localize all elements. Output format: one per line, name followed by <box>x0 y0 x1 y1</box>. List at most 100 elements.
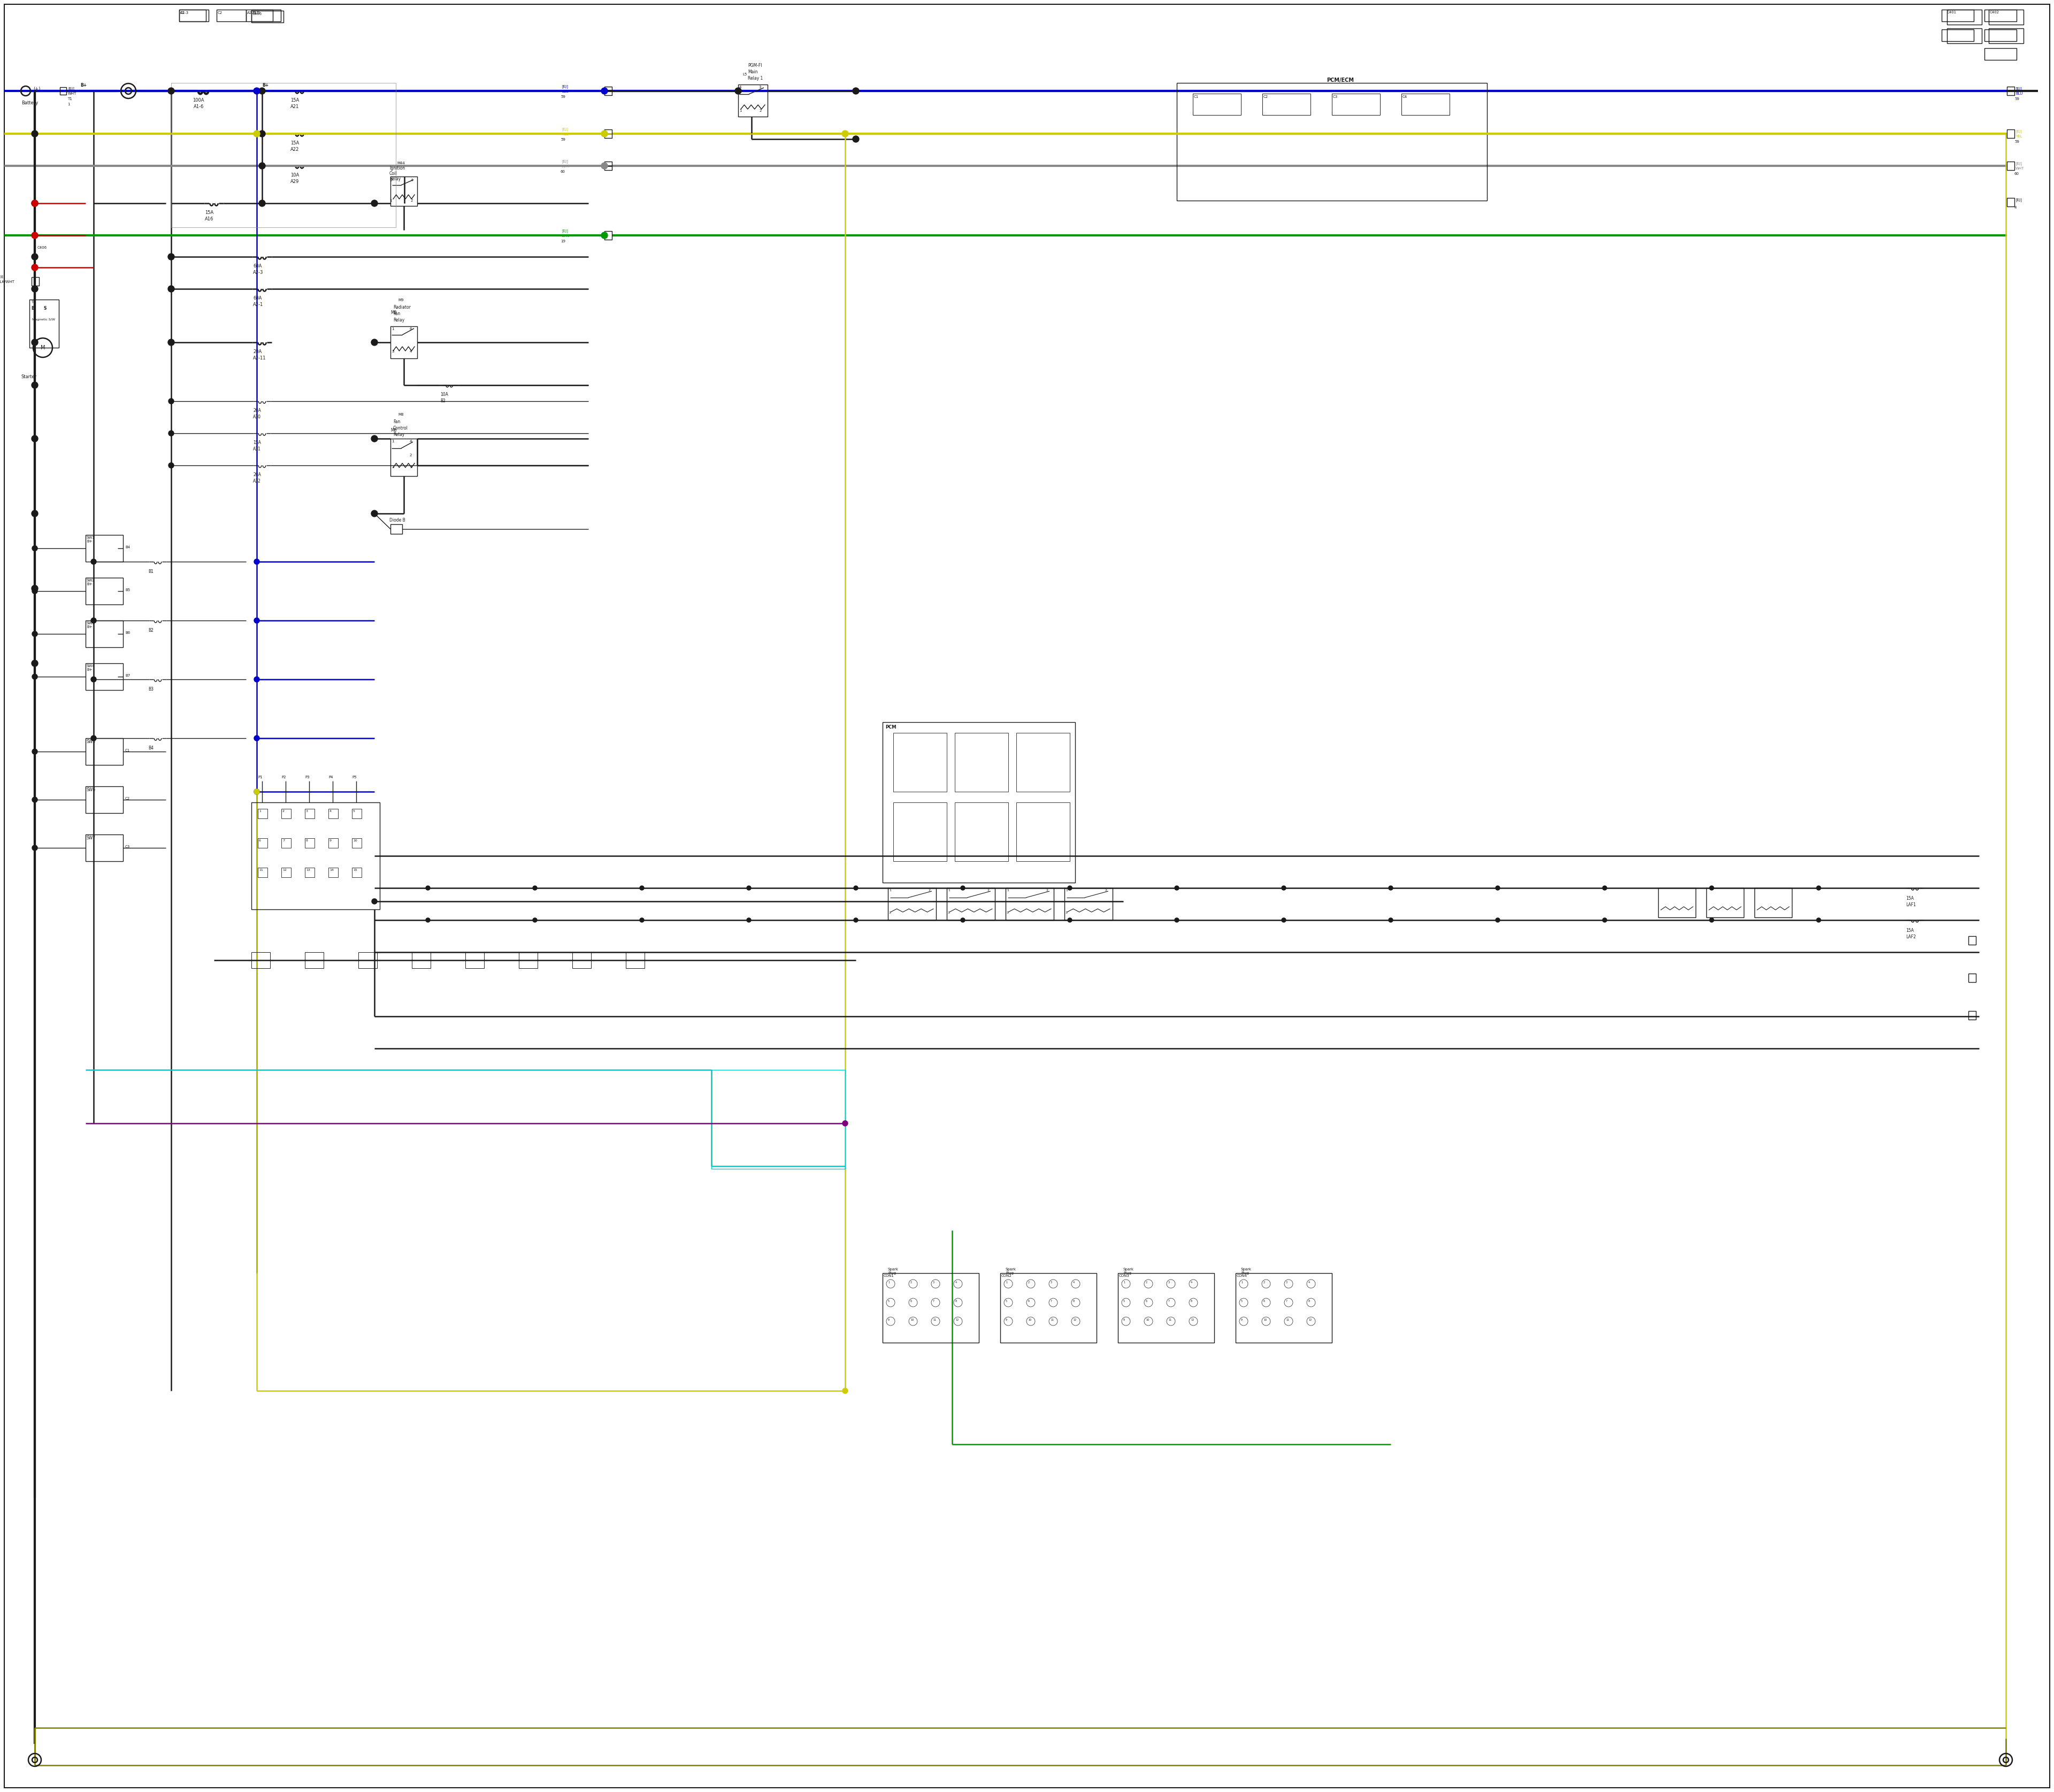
Text: (+): (+) <box>33 86 41 91</box>
Circle shape <box>168 253 175 260</box>
Text: Relay: Relay <box>392 317 405 323</box>
Text: 2: 2 <box>409 453 413 457</box>
Bar <box>1064 889 1113 919</box>
Text: C2: C2 <box>218 11 222 14</box>
Text: 6: 6 <box>259 839 261 842</box>
Text: M8: M8 <box>390 428 396 432</box>
Text: 2: 2 <box>411 199 413 202</box>
Text: 13: 13 <box>306 869 310 871</box>
Text: 20A: 20A <box>253 409 261 412</box>
Circle shape <box>31 285 37 292</box>
Text: C2: C2 <box>125 797 129 801</box>
Text: T4: T4 <box>31 301 35 305</box>
Text: 8: 8 <box>306 839 308 842</box>
Bar <box>329 867 339 878</box>
Text: [EJ]: [EJ] <box>561 127 569 131</box>
Text: Spark
Plug: Spark Plug <box>1006 1267 1017 1274</box>
Text: PCM/ECM: PCM/ECM <box>1327 77 1354 82</box>
Bar <box>86 577 123 604</box>
Bar <box>604 86 612 95</box>
Text: LAF2: LAF2 <box>1906 934 1916 939</box>
Text: A2-11: A2-11 <box>253 357 267 360</box>
Text: Main: Main <box>748 70 758 73</box>
Bar <box>29 299 60 348</box>
Bar <box>179 9 205 22</box>
Bar <box>604 231 612 240</box>
Text: 4: 4 <box>409 349 413 353</box>
Text: 12: 12 <box>283 869 288 871</box>
Text: C3: C3 <box>1333 95 1337 99</box>
Bar <box>216 9 246 22</box>
Bar <box>351 808 362 819</box>
Circle shape <box>90 559 97 564</box>
Text: CON4: CON4 <box>1237 1274 1247 1278</box>
Circle shape <box>1175 918 1179 923</box>
Bar <box>2007 197 2015 206</box>
Bar <box>304 952 325 968</box>
Bar <box>281 839 292 848</box>
Bar <box>1331 93 1380 115</box>
Text: 1: 1 <box>392 328 394 330</box>
Circle shape <box>33 588 37 593</box>
Text: Starter: Starter <box>21 375 37 380</box>
Text: B+: B+ <box>80 82 86 88</box>
Circle shape <box>961 918 965 923</box>
Circle shape <box>602 233 608 238</box>
Circle shape <box>961 885 965 891</box>
Bar <box>281 808 292 819</box>
Text: Spark
Plug: Spark Plug <box>1241 1267 1251 1274</box>
Text: 12: 12 <box>1308 1319 1313 1321</box>
Circle shape <box>255 677 259 683</box>
Circle shape <box>168 285 175 292</box>
Text: PGM-FI: PGM-FI <box>748 63 762 68</box>
Text: 1: 1 <box>390 199 392 202</box>
Text: 60: 60 <box>2015 172 2019 176</box>
Circle shape <box>852 136 859 142</box>
Bar <box>887 889 937 919</box>
Text: 2: 2 <box>1045 889 1048 892</box>
Text: 2: 2 <box>1105 889 1107 892</box>
Circle shape <box>372 898 378 903</box>
Text: WHT: WHT <box>68 91 76 95</box>
Text: 15: 15 <box>353 869 357 871</box>
Bar <box>520 952 538 968</box>
Bar <box>955 733 1009 792</box>
Text: Fan: Fan <box>392 312 401 315</box>
Text: 3: 3 <box>758 86 760 90</box>
Text: 15A: 15A <box>1906 928 1914 934</box>
Bar <box>893 733 947 792</box>
Text: [EJ]: [EJ] <box>2015 86 2021 90</box>
Text: 14: 14 <box>329 869 333 871</box>
Text: C1: C1 <box>1193 95 1200 99</box>
Text: 3: 3 <box>947 912 949 914</box>
Bar <box>1177 82 1487 201</box>
Bar <box>1968 935 1976 944</box>
Text: A30: A30 <box>253 414 261 419</box>
Text: A31: A31 <box>253 446 261 452</box>
Text: Ignition: Ignition <box>390 167 405 170</box>
Text: 60: 60 <box>561 170 565 174</box>
Bar <box>1968 973 1976 982</box>
Text: SW6: SW6 <box>86 787 97 792</box>
Text: A2-1: A2-1 <box>253 303 263 306</box>
Bar <box>1193 93 1241 115</box>
Circle shape <box>31 382 37 389</box>
Text: M9: M9 <box>398 299 403 301</box>
Text: 1: 1 <box>1066 889 1068 892</box>
Text: 6: 6 <box>409 328 413 330</box>
Bar <box>947 889 994 919</box>
Text: 11: 11 <box>1169 1319 1171 1321</box>
Circle shape <box>168 462 175 468</box>
Text: 12: 12 <box>1072 1319 1076 1321</box>
Text: 2: 2 <box>283 810 286 812</box>
Text: 15A: 15A <box>205 210 214 215</box>
Bar <box>573 952 592 968</box>
Text: 100A: 100A <box>193 99 203 102</box>
Text: Fan: Fan <box>392 419 401 425</box>
Text: 1: 1 <box>889 889 891 892</box>
Text: LAF1: LAF1 <box>1906 903 1916 907</box>
Text: 4: 4 <box>739 86 741 90</box>
Text: L5: L5 <box>741 73 748 75</box>
Circle shape <box>259 163 265 168</box>
Text: B3: B3 <box>148 686 154 692</box>
